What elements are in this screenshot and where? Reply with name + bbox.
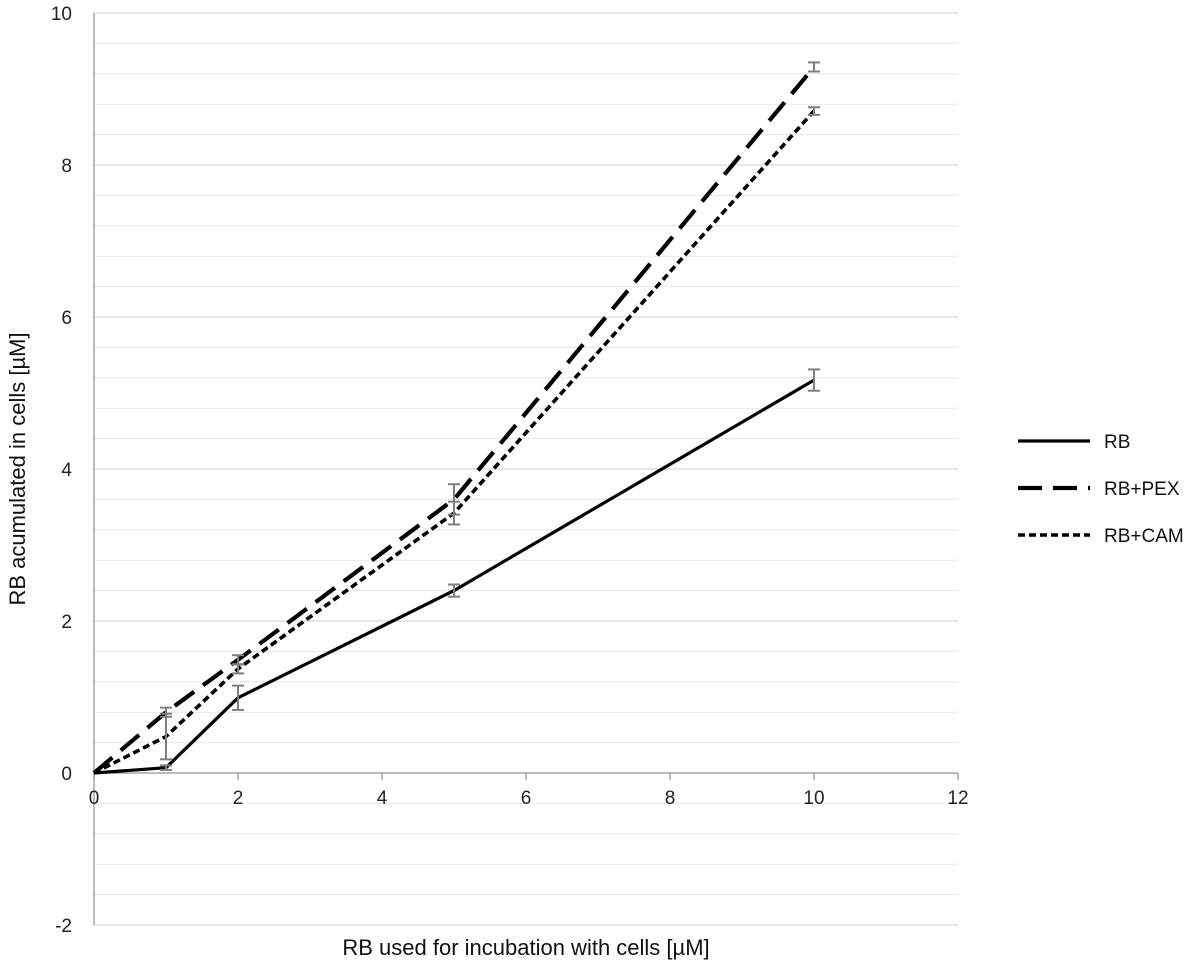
- y-tick-label: -2: [55, 916, 72, 937]
- y-tick-label: 0: [61, 764, 72, 785]
- error-bar: [160, 764, 172, 771]
- x-tick-label: 2: [233, 788, 244, 809]
- y-tick-label: 8: [61, 156, 72, 177]
- error-bars: [160, 61, 820, 771]
- y-tick-label: 4: [61, 460, 72, 481]
- x-tick-label: 12: [947, 788, 968, 809]
- error-bar: [448, 583, 460, 598]
- y-tick-label: 2: [61, 612, 72, 633]
- legend-item: RB+CAM: [1018, 526, 1184, 547]
- legend-item: RB: [1018, 432, 1130, 453]
- x-tick-label: 10: [803, 788, 824, 809]
- x-tick-label: 0: [89, 788, 100, 809]
- error-bar: [448, 500, 460, 526]
- x-tick-label: 6: [521, 788, 532, 809]
- y-tick-label: 6: [61, 308, 72, 329]
- y-tick-label: 10: [51, 4, 72, 25]
- error-bar: [808, 61, 820, 73]
- gridlines: [94, 12, 958, 926]
- series-lines: [92, 65, 816, 775]
- legend-label: RB+CAM: [1104, 526, 1184, 547]
- error-bar: [808, 106, 820, 116]
- x-axis-title: RB used for incubation with cells [µM]: [342, 935, 709, 960]
- error-bar: [808, 368, 820, 392]
- legend: RB RB+PEX RB+CAM: [1018, 432, 1184, 547]
- error-bar: [160, 712, 172, 761]
- x-tick-label: 8: [665, 788, 676, 809]
- series-line-rb-pex: [92, 65, 816, 775]
- legend-label: RB+PEX: [1104, 479, 1180, 500]
- y-axis-title: RB acumulated in cells [µM]: [5, 332, 30, 605]
- tick-labels: 0 2 4 6 8 10 12 -2 0 2 4 6 8 10: [51, 4, 969, 937]
- x-tick-label: 4: [377, 788, 388, 809]
- legend-item: RB+PEX: [1018, 479, 1180, 500]
- error-bar: [232, 663, 244, 675]
- legend-label: RB: [1104, 432, 1130, 453]
- error-bar: [232, 684, 244, 711]
